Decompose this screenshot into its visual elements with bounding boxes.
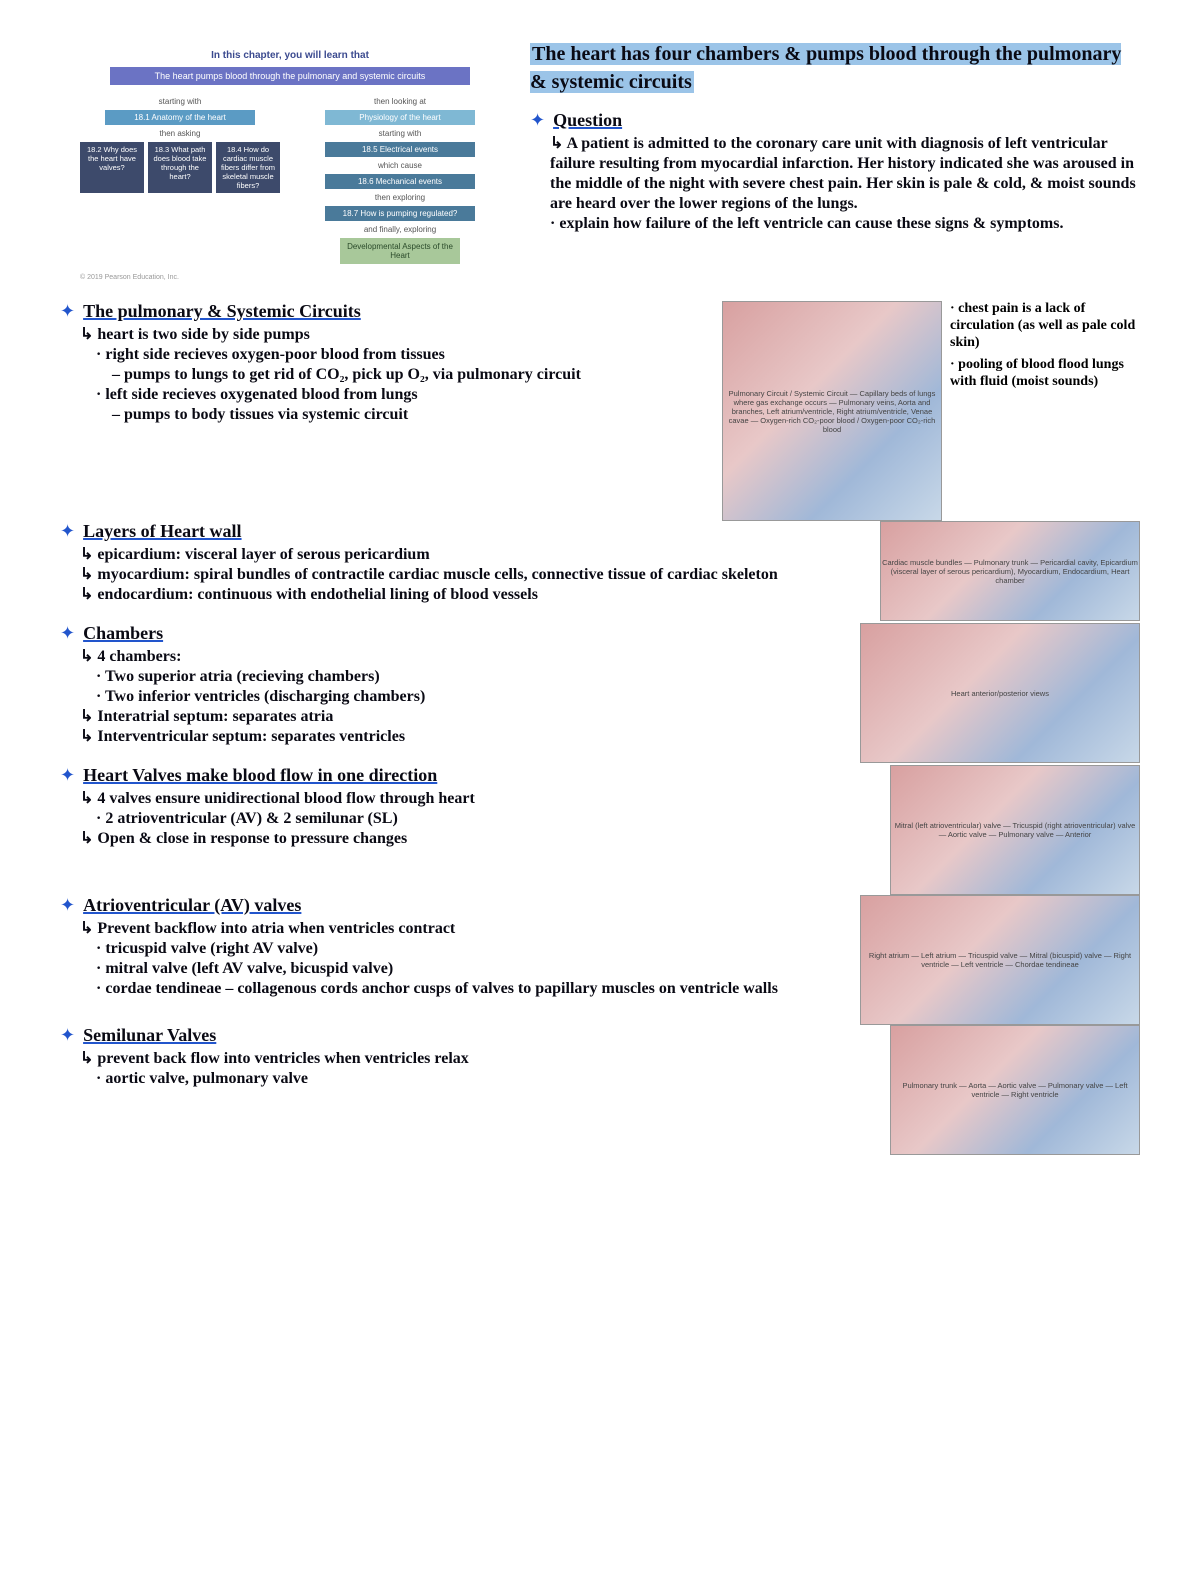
highlighted-title: The heart has four chambers & pumps bloo… xyxy=(530,43,1121,93)
box-18-4: 18.4 How do cardiac muscle fibers differ… xyxy=(216,142,280,193)
sl-valves-diagram: Pulmonary trunk — Aorta — Aortic valve —… xyxy=(890,1025,1140,1155)
star-icon: ✦ xyxy=(530,110,545,130)
layers-l3: endocardium: continuous with endothelial… xyxy=(80,585,868,605)
av-valves-diagram: Right atrium — Left atrium — Tricuspid v… xyxy=(860,895,1140,1025)
av-l4: cordae tendineae – collagenous cords anc… xyxy=(96,979,848,999)
circuits-section: ✦ The pulmonary & Systemic Circuits hear… xyxy=(60,301,710,425)
sl-heading: Semilunar Valves xyxy=(83,1025,216,1046)
layers-l2: myocardium: spiral bundles of contractil… xyxy=(80,565,868,585)
layers-section: ✦ Layers of Heart wall epicardium: visce… xyxy=(60,521,868,605)
label-cause: which cause xyxy=(300,161,500,170)
layers-notes: ✦ Layers of Heart wall epicardium: visce… xyxy=(60,521,868,623)
question-explain: explain how failure of the left ventricl… xyxy=(550,214,1140,234)
chambers-l2: Two superior atria (recieving chambers) xyxy=(96,667,848,687)
question-section: ✦ Question A patient is admitted to the … xyxy=(530,110,1140,234)
circulatory-diagram: Pulmonary Circuit / Systemic Circuit — C… xyxy=(722,301,942,521)
av-section: ✦ Atrioventricular (AV) valves Prevent b… xyxy=(60,895,848,999)
av-notes: ✦ Atrioventricular (AV) valves Prevent b… xyxy=(60,895,848,1017)
circuits-l3: pumps to lungs to get rid of CO₂, pick u… xyxy=(112,365,710,385)
valves-row: ✦ Heart Valves make blood flow in one di… xyxy=(60,765,1140,895)
side-note-2: pooling of blood flood lungs with fluid … xyxy=(950,357,1140,391)
box-18-5: 18.5 Electrical events xyxy=(325,142,475,157)
label-explore: then exploring xyxy=(300,193,500,202)
star-icon: ✦ xyxy=(60,301,75,321)
label-finally: and finally, exploring xyxy=(300,225,500,234)
question-side-notes: chest pain is a lack of circulation (as … xyxy=(950,301,1140,391)
av-heading: Atrioventricular (AV) valves xyxy=(83,895,301,916)
sl-l1: prevent back flow into ventricles when v… xyxy=(80,1049,878,1069)
valves-heading: Heart Valves make blood flow in one dire… xyxy=(83,765,437,786)
circuits-heading: The pulmonary & Systemic Circuits xyxy=(83,301,361,322)
label-starting: starting with xyxy=(80,97,280,106)
layers-heading: Layers of Heart wall xyxy=(83,521,241,542)
chambers-row: ✦ Chambers 4 chambers: Two superior atri… xyxy=(60,623,1140,765)
sl-section: ✦ Semilunar Valves prevent back flow int… xyxy=(60,1025,878,1089)
valves-l2: 2 atrioventricular (AV) & 2 semilunar (S… xyxy=(96,809,878,829)
circuit-illustration-group: Pulmonary Circuit / Systemic Circuit — C… xyxy=(722,301,1140,521)
chambers-notes: ✦ Chambers 4 chambers: Two superior atri… xyxy=(60,623,848,765)
valves-notes: ✦ Heart Valves make blood flow in one di… xyxy=(60,765,878,867)
circuits-l5: pumps to body tissues via systemic circu… xyxy=(112,405,710,425)
chambers-l3: Two inferior ventricles (discharging cha… xyxy=(96,687,848,707)
chambers-l4: Interatrial septum: separates atria xyxy=(80,707,848,727)
question-heading: Question xyxy=(553,110,622,131)
main-title-block: The heart has four chambers & pumps bloo… xyxy=(530,40,1140,96)
box-anatomy: 18.1 Anatomy of the heart xyxy=(105,110,255,125)
circuits-l4: left side recieves oxygenated blood from… xyxy=(96,385,710,405)
av-l2: tricuspid valve (right AV valve) xyxy=(96,939,848,959)
study-notes-page: In this chapter, you will learn that The… xyxy=(0,0,1200,1195)
box-18-3: 18.3 What path does blood take through t… xyxy=(148,142,212,193)
box-18-6: 18.6 Mechanical events xyxy=(325,174,475,189)
star-icon: ✦ xyxy=(60,521,75,541)
sl-row: ✦ Semilunar Valves prevent back flow int… xyxy=(60,1025,1140,1155)
diagram-columns: starting with 18.1 Anatomy of the heart … xyxy=(80,93,500,268)
main-concept-box: The heart pumps blood through the pulmon… xyxy=(110,67,470,85)
label-looking: then looking at xyxy=(300,97,500,106)
star-icon: ✦ xyxy=(60,765,75,785)
left-branch: starting with 18.1 Anatomy of the heart … xyxy=(80,93,280,268)
av-l3: mitral valve (left AV valve, bicuspid va… xyxy=(96,959,848,979)
av-l1: Prevent backflow into atria when ventric… xyxy=(80,919,848,939)
label-starting2: starting with xyxy=(300,129,500,138)
sl-notes: ✦ Semilunar Valves prevent back flow int… xyxy=(60,1025,878,1107)
circuits-row: ✦ The pulmonary & Systemic Circuits hear… xyxy=(60,301,1140,521)
chambers-section: ✦ Chambers 4 chambers: Two superior atri… xyxy=(60,623,848,747)
valves-l1: 4 valves ensure unidirectional blood flo… xyxy=(80,789,878,809)
heart-chambers-diagram: Heart anterior/posterior views xyxy=(860,623,1140,763)
box-18-2: 18.2 Why does the heart have valves? xyxy=(80,142,144,193)
question-boxes-row: 18.2 Why does the heart have valves? 18.… xyxy=(80,142,280,193)
chambers-l5: Interventricular septum: separates ventr… xyxy=(80,727,848,747)
av-row: ✦ Atrioventricular (AV) valves Prevent b… xyxy=(60,895,1140,1025)
valves-section: ✦ Heart Valves make blood flow in one di… xyxy=(60,765,878,849)
right-branch: then looking at Physiology of the heart … xyxy=(300,93,500,268)
label-asking: then asking xyxy=(80,129,280,138)
box-developmental: Developmental Aspects of the Heart xyxy=(340,238,460,264)
right-top-column: The heart has four chambers & pumps bloo… xyxy=(530,40,1140,281)
circuits-notes: ✦ The pulmonary & Systemic Circuits hear… xyxy=(60,301,710,443)
box-physiology: Physiology of the heart xyxy=(325,110,475,125)
sl-l2: aortic valve, pulmonary valve xyxy=(96,1069,878,1089)
valves-top-diagram: Mitral (left atrioventricular) valve — T… xyxy=(890,765,1140,895)
box-18-7: 18.7 How is pumping regulated? xyxy=(325,206,475,221)
chambers-l1: 4 chambers: xyxy=(80,647,848,667)
circuits-l2: right side recieves oxygen-poor blood fr… xyxy=(96,345,710,365)
star-icon: ✦ xyxy=(60,623,75,643)
heart-wall-diagram: Cardiac muscle bundles — Pulmonary trunk… xyxy=(880,521,1140,621)
chambers-heading: Chambers xyxy=(83,623,163,644)
question-body: A patient is admitted to the coronary ca… xyxy=(550,134,1140,214)
star-icon: ✦ xyxy=(60,1025,75,1045)
side-note-1: chest pain is a lack of circulation (as … xyxy=(950,301,1140,351)
valves-l3: Open & close in response to pressure cha… xyxy=(80,829,878,849)
circuits-l1: heart is two side by side pumps xyxy=(80,325,710,345)
layers-l1: epicardium: visceral layer of serous per… xyxy=(80,545,868,565)
chapter-concept-map: In this chapter, you will learn that The… xyxy=(60,40,500,281)
chapter-intro: In this chapter, you will learn that xyxy=(80,50,500,61)
copyright-text: © 2019 Pearson Education, Inc. xyxy=(80,274,500,281)
layers-row: ✦ Layers of Heart wall epicardium: visce… xyxy=(60,521,1140,623)
top-row: In this chapter, you will learn that The… xyxy=(60,40,1140,281)
star-icon: ✦ xyxy=(60,895,75,915)
